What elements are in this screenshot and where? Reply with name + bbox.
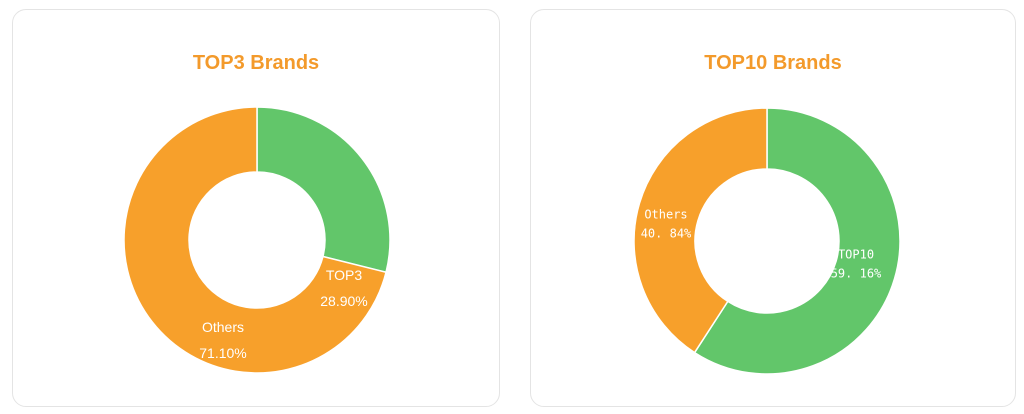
slice-label-value: 71.10% xyxy=(199,345,246,361)
top10-donut-chart: TOP10 59. 16% Others 40. 84% xyxy=(633,107,901,375)
slice-top10 xyxy=(693,107,901,375)
slice-label-name: TOP10 xyxy=(838,248,874,262)
slice-others xyxy=(633,107,768,354)
slice-label-value: 28.90% xyxy=(320,293,367,309)
top3-donut-chart: TOP3 28.90% Others 71.10% xyxy=(123,106,391,374)
top3-brands-card: TOP3 Brands TOP3 28.90% Others 71.10% xyxy=(12,9,500,407)
slice-others xyxy=(123,106,387,374)
slice-top3 xyxy=(256,106,391,274)
top10-brands-card: TOP10 Brands TOP10 59. 16% Others 40. 84% xyxy=(530,9,1016,407)
chart-title: TOP10 Brands xyxy=(704,52,842,74)
slice-label-name: TOP3 xyxy=(326,267,363,283)
slice-label-name: Others xyxy=(202,319,244,335)
slice-label-value: 40. 84% xyxy=(641,227,692,241)
chart-title: TOP3 Brands xyxy=(192,52,320,74)
slice-label-value: 59. 16% xyxy=(831,267,882,281)
slice-label-name: Others xyxy=(644,208,687,222)
